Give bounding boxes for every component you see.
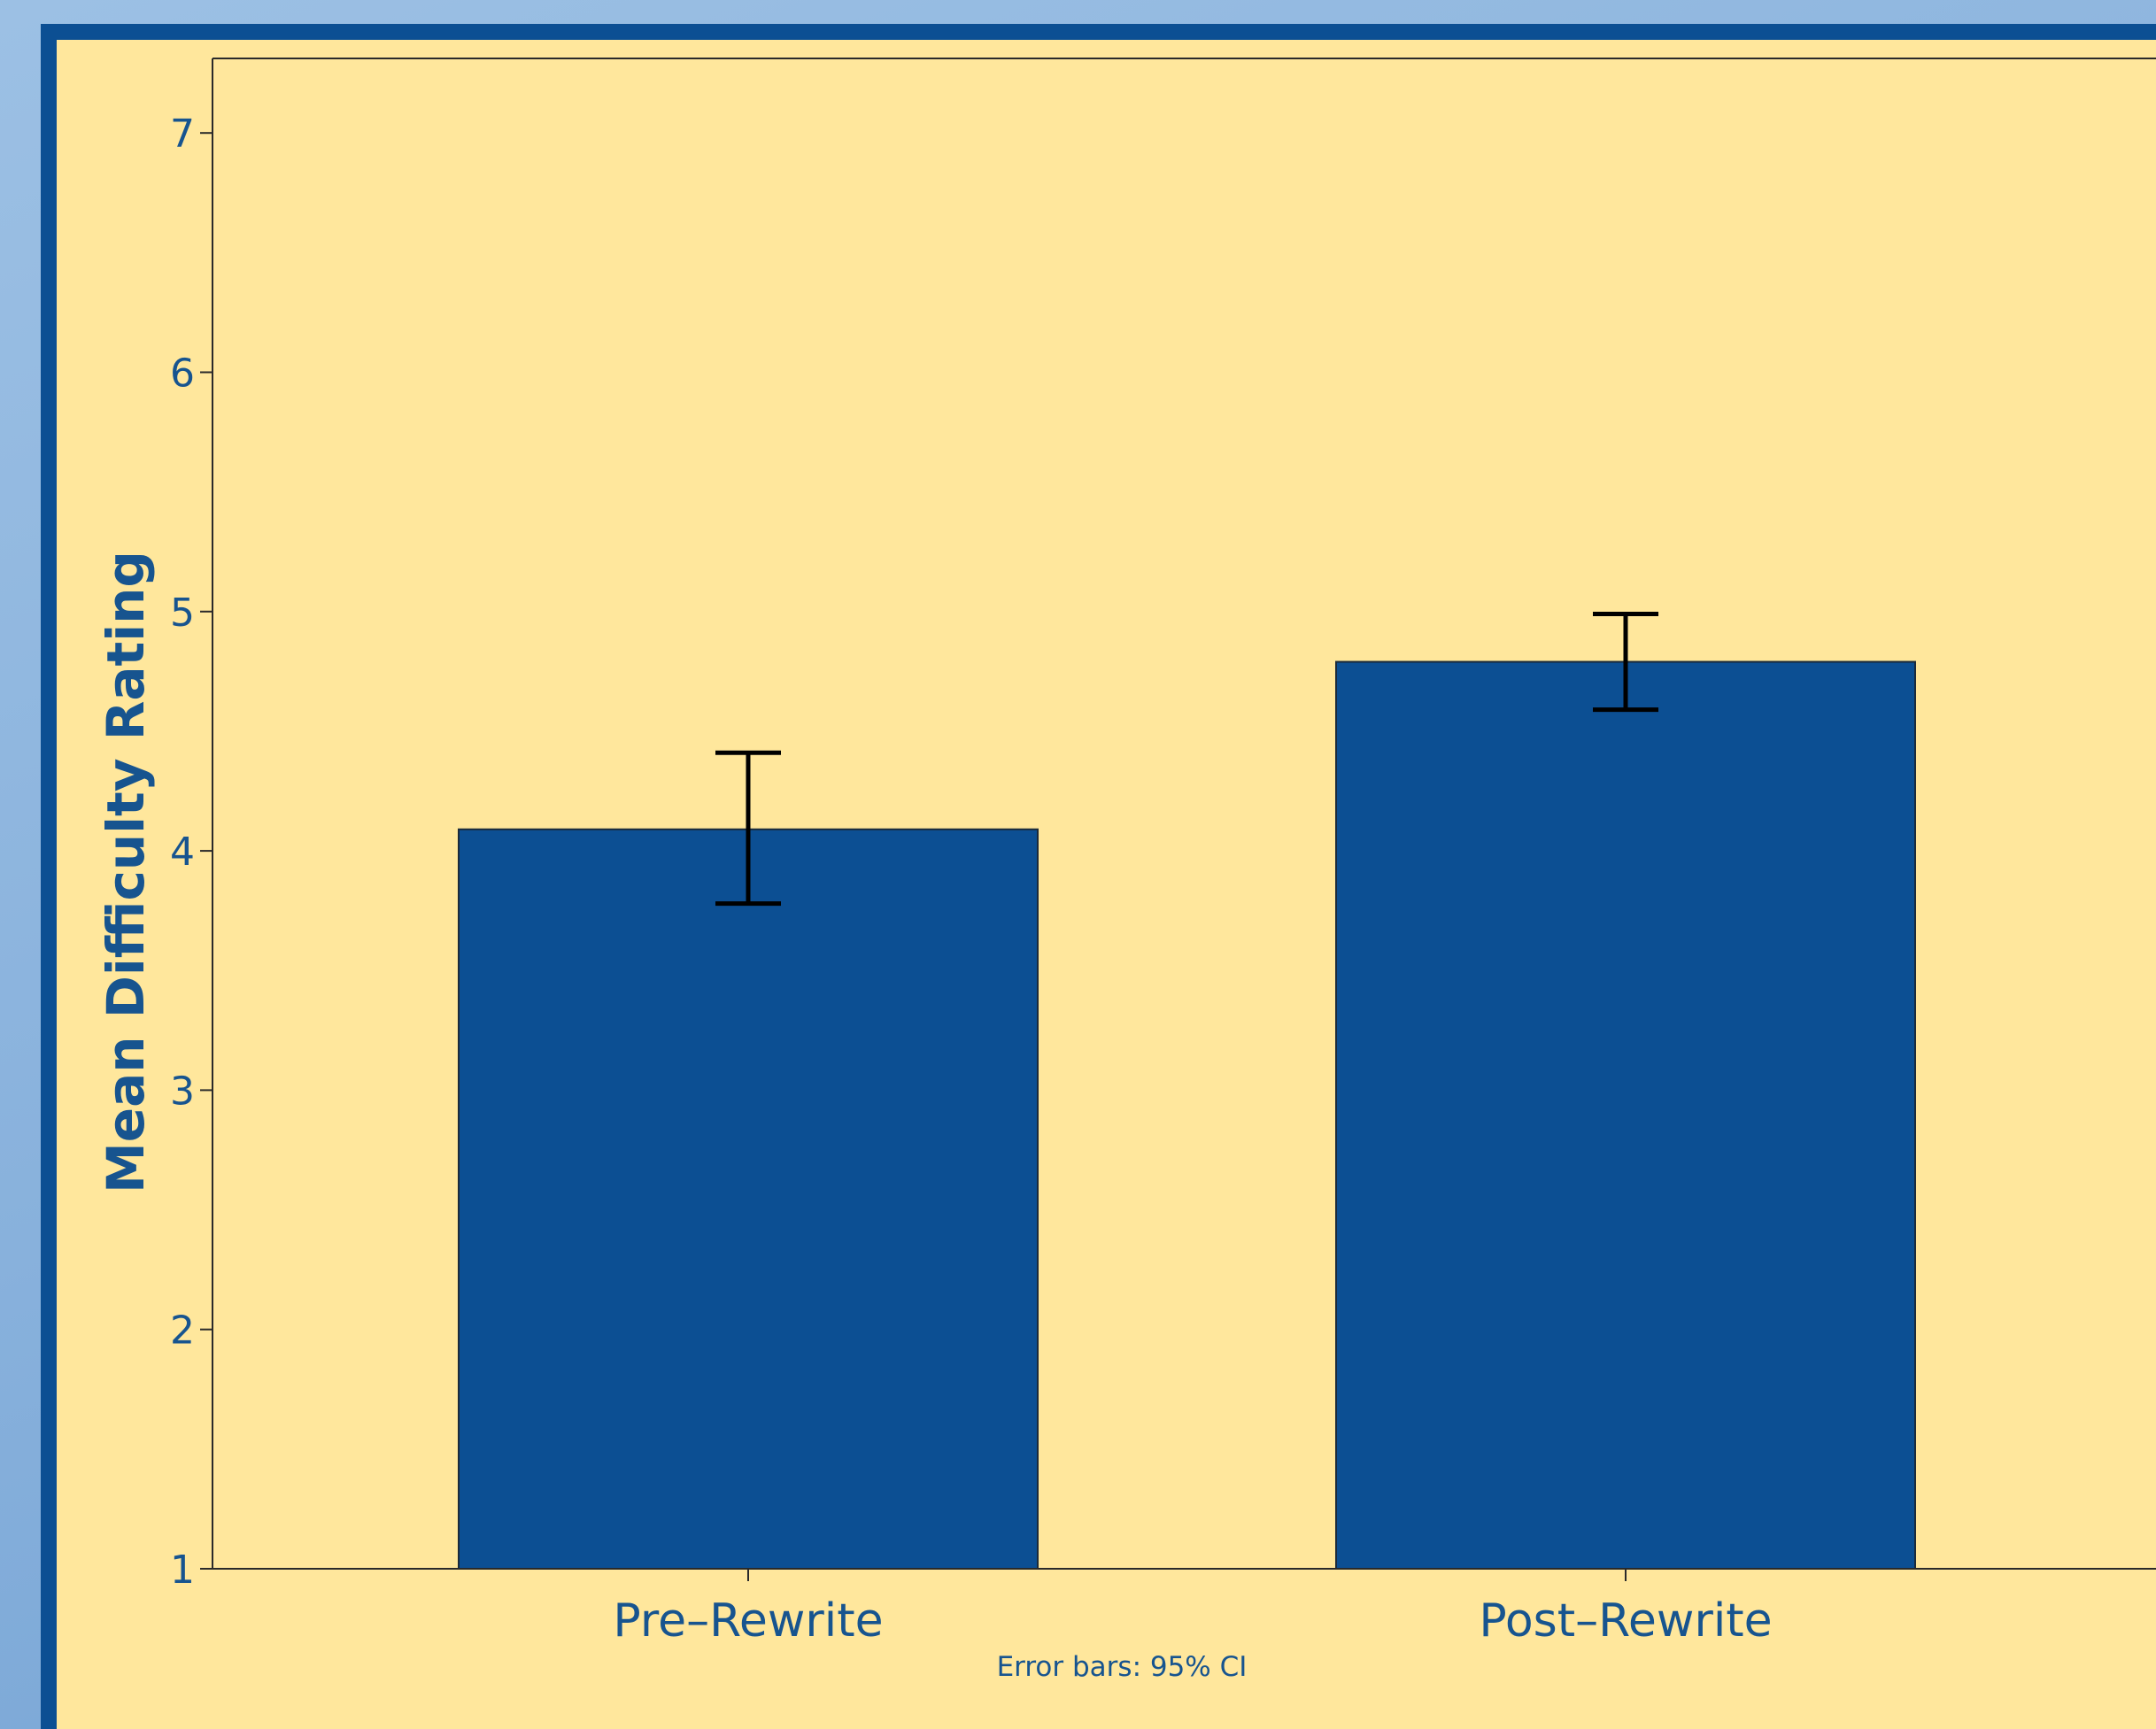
error-bar-note: Error bars: 95% CI	[997, 1651, 1248, 1683]
x-ticks: Pre–Rewrite Post–Rewrite	[613, 1569, 1773, 1648]
bar-0	[458, 828, 1039, 1570]
y-tick-label: 4	[170, 830, 195, 875]
y-tick-label: 6	[170, 351, 195, 397]
x-tick-label: Post–Rewrite	[1479, 1594, 1772, 1648]
y-tick-label: 5	[170, 590, 195, 636]
bars-layer	[458, 660, 1916, 1570]
bar-1	[1335, 660, 1916, 1570]
axes-layer	[212, 58, 2156, 1570]
y-ticks: 1 2 3 4 5 6 7	[170, 112, 213, 1593]
error-bar-1	[1593, 612, 1658, 713]
y-axis-label: Mean Difficulty Rating	[96, 551, 156, 1193]
y-tick-label: 7	[170, 112, 195, 157]
x-tick-label: Pre–Rewrite	[613, 1594, 883, 1648]
y-tick-label: 1	[170, 1548, 195, 1593]
y-tick-label: 3	[170, 1069, 195, 1114]
error-bar-0	[715, 750, 781, 907]
error-bars-layer	[715, 612, 1658, 907]
y-tick-label: 2	[170, 1308, 195, 1354]
